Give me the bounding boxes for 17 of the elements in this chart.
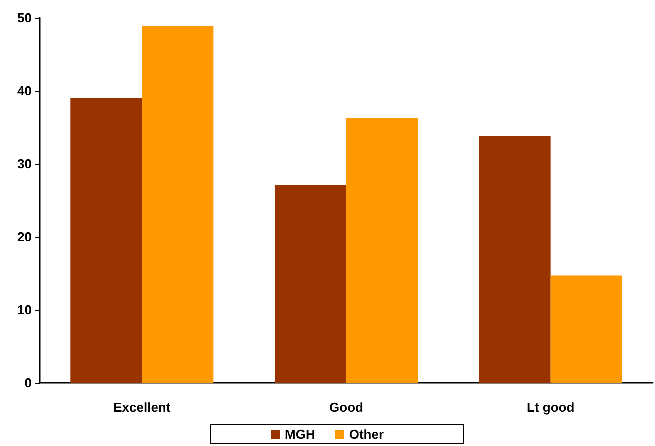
- bar: [274, 185, 346, 383]
- legend-label: Other: [349, 427, 384, 442]
- bar: [550, 276, 622, 383]
- y-tick-label: 0: [24, 376, 32, 390]
- bar: [346, 118, 418, 383]
- bar: [70, 98, 142, 383]
- y-tick-label: 30: [18, 156, 32, 172]
- y-tick-label: 20: [18, 230, 32, 244]
- y-tick-label: 40: [18, 84, 32, 98]
- legend-label: MGH: [285, 427, 316, 442]
- y-tick-label: 10: [18, 302, 32, 318]
- y-tick-label: 50: [18, 10, 32, 26]
- bar: [142, 26, 214, 383]
- x-tick-label: Good: [330, 400, 364, 415]
- bar: [479, 136, 551, 383]
- x-tick-label: Excellent: [114, 400, 172, 415]
- x-tick-label: Lt good: [527, 400, 575, 415]
